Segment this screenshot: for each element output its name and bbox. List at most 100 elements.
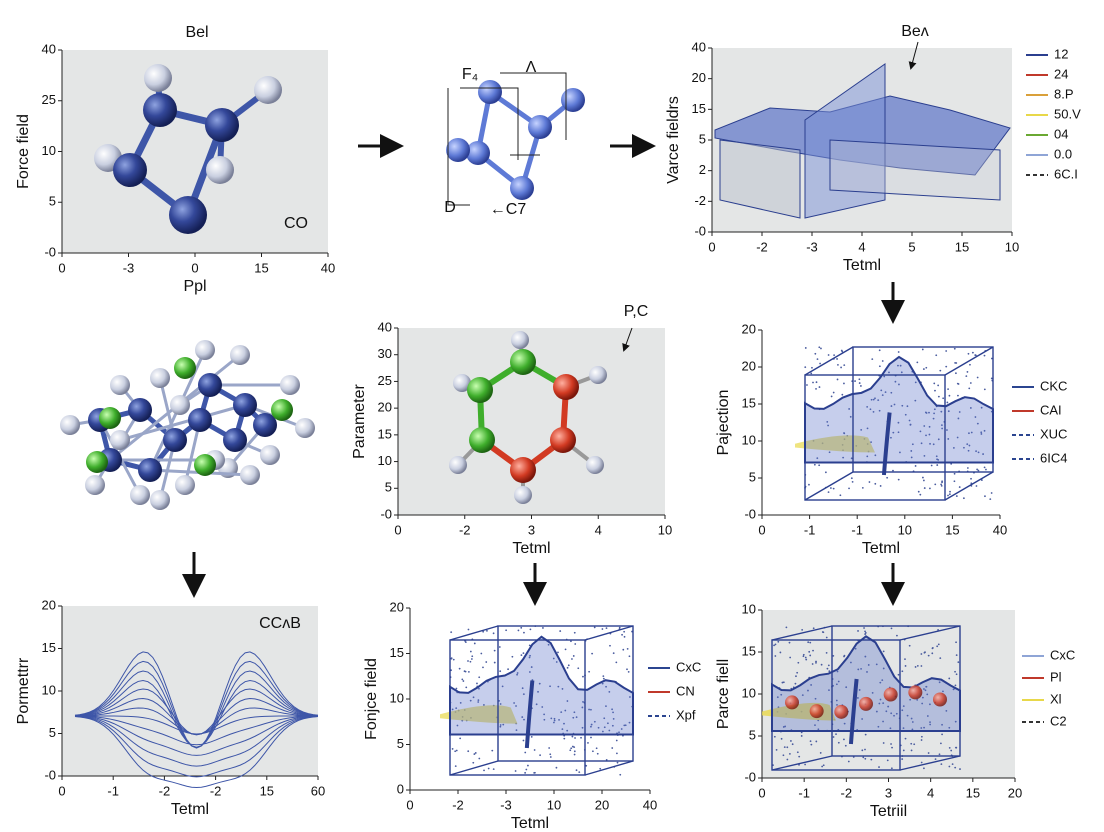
point <box>947 388 949 391</box>
point <box>467 628 470 631</box>
point <box>830 395 833 398</box>
point <box>483 704 485 706</box>
point <box>529 628 532 631</box>
point <box>858 378 861 381</box>
point <box>567 664 570 667</box>
point <box>817 728 820 731</box>
x-tick-label: 10 <box>658 522 672 537</box>
point <box>814 724 816 727</box>
point <box>808 483 810 486</box>
point <box>928 411 930 414</box>
point <box>937 643 940 646</box>
point <box>485 661 488 663</box>
y-tick-label: 30 <box>378 346 392 361</box>
point <box>956 436 959 439</box>
y-axis-label: Parameter <box>351 383 368 458</box>
point <box>615 739 618 742</box>
point <box>945 350 948 352</box>
point <box>612 652 615 655</box>
point <box>932 443 935 446</box>
point <box>955 641 957 644</box>
point <box>779 651 782 654</box>
point <box>833 354 836 357</box>
atom <box>99 407 121 429</box>
point <box>499 725 502 728</box>
point <box>591 652 594 655</box>
annotation: ←C7 <box>490 201 527 218</box>
x-tick-label: 40 <box>643 797 657 812</box>
y-tick-label: 15 <box>742 395 756 410</box>
point <box>891 746 893 749</box>
point <box>860 385 862 387</box>
x-tick-label: -2 <box>756 239 768 254</box>
x-tick-label: -1 <box>851 522 863 537</box>
point <box>980 479 983 481</box>
point <box>968 444 971 447</box>
point <box>520 654 523 657</box>
point <box>977 451 980 454</box>
point <box>954 720 957 723</box>
point <box>929 721 931 724</box>
point <box>940 742 942 745</box>
point <box>890 391 893 394</box>
point <box>945 365 948 368</box>
surface-plane <box>719 139 801 219</box>
y-tick-label: 10 <box>742 432 756 447</box>
point <box>590 736 592 739</box>
point <box>974 354 977 356</box>
point <box>955 495 958 497</box>
box-back <box>831 625 961 757</box>
point <box>454 765 457 768</box>
point <box>887 705 890 708</box>
point <box>952 447 955 449</box>
point <box>478 687 480 690</box>
point <box>824 471 827 474</box>
point <box>543 718 546 721</box>
y-tick-label: 40 <box>378 319 392 334</box>
legend-label: 8.P <box>1054 86 1074 101</box>
point <box>627 670 630 673</box>
point <box>864 630 866 633</box>
annotation: CO <box>284 215 308 232</box>
x-tick-label: -2 <box>210 783 222 798</box>
point <box>946 401 949 404</box>
point <box>874 454 877 457</box>
point <box>908 419 911 422</box>
point <box>879 698 882 701</box>
point <box>858 382 861 384</box>
annotation: F₄ <box>462 66 478 83</box>
point <box>482 630 485 633</box>
point <box>557 685 560 688</box>
red-point <box>933 692 947 707</box>
point <box>940 484 943 487</box>
box-back <box>852 346 994 473</box>
point <box>784 725 787 728</box>
point <box>911 728 914 731</box>
point <box>807 689 809 692</box>
point <box>459 737 462 740</box>
atom <box>589 366 607 384</box>
point <box>969 363 971 366</box>
point <box>566 729 569 732</box>
point <box>923 425 926 427</box>
point <box>858 689 861 691</box>
point <box>790 740 792 742</box>
point <box>897 431 900 434</box>
point <box>522 739 525 742</box>
point <box>955 654 958 657</box>
point <box>840 349 843 352</box>
point <box>552 657 555 660</box>
point <box>810 684 813 686</box>
point <box>902 705 905 708</box>
point <box>528 656 531 659</box>
legend-label: CN <box>676 683 695 698</box>
point <box>980 406 983 409</box>
point <box>892 469 894 472</box>
point <box>921 702 924 705</box>
point <box>467 750 470 753</box>
x-tick-label: 4 <box>927 785 934 800</box>
point <box>820 663 823 666</box>
box-edge <box>771 755 833 771</box>
point <box>804 656 807 659</box>
x-tick-label: -2 <box>159 783 171 798</box>
